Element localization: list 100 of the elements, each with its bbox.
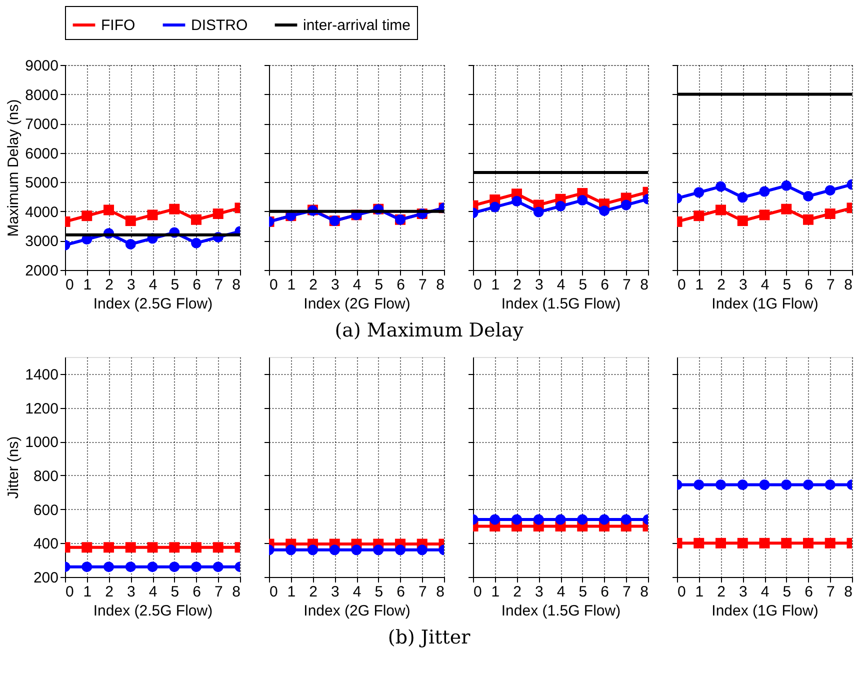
x-tick-label: 7: [418, 276, 427, 294]
x-axis-title: Index (2.5G Flow): [93, 296, 213, 312]
x-tick-label: 1: [491, 276, 500, 294]
x-axis-title: Index (1G Flow): [712, 296, 818, 312]
point: [169, 204, 180, 214]
x-tick-label: 8: [844, 584, 852, 600]
point: [716, 204, 726, 216]
y-tick-label: 200: [33, 570, 58, 586]
x-tick-label: 2: [309, 584, 318, 600]
x-tick-label: 0: [474, 276, 482, 294]
x-tick-label: 8: [436, 584, 444, 600]
y-tick-label: 9000: [25, 58, 58, 74]
y-tick-label: 5000: [25, 174, 58, 192]
x-tick-label: 7: [826, 276, 835, 294]
x-tick-label: 4: [352, 276, 362, 294]
x-tick-label: 6: [804, 276, 813, 294]
x-tick-label: 4: [148, 276, 158, 294]
x-tick-label: 3: [534, 584, 544, 600]
x-tick-label: 6: [192, 276, 201, 294]
x-tick-label: 2: [105, 276, 114, 294]
x-tick-label: 2: [717, 584, 726, 600]
x-tick-label: 7: [418, 584, 427, 600]
point: [125, 216, 136, 226]
x-tick-label: 6: [600, 584, 609, 600]
x-axis-title: Index (1.5G Flow): [501, 296, 621, 312]
point: [716, 181, 726, 192]
y-tick-label: 4000: [25, 204, 58, 221]
x-tick-label: 5: [170, 276, 180, 294]
text: (b) Jitter: [388, 626, 472, 648]
point: [191, 238, 202, 248]
legend-label: inter-arrival time: [303, 17, 411, 34]
y-tick-label: 1400: [25, 366, 58, 384]
x-tick-label: 4: [556, 584, 566, 600]
point: [694, 210, 704, 222]
point: [212, 208, 224, 220]
y-tick-label: 1000: [25, 434, 58, 452]
x-tick-label: 1: [491, 584, 500, 600]
point: [824, 208, 836, 220]
y-tick-label: 1200: [25, 400, 58, 418]
x-tick-label: 5: [578, 276, 588, 294]
x-tick-label: 5: [782, 584, 792, 600]
point: [125, 238, 136, 250]
x-tick-label: 7: [826, 584, 835, 600]
point: [803, 190, 814, 202]
point: [737, 216, 748, 226]
point: [599, 206, 610, 216]
y-axis-title: Jitter (ns): [5, 436, 22, 499]
x-tick-label: 0: [66, 276, 74, 294]
x-tick-label: 3: [330, 584, 340, 600]
x-tick-label: 1: [83, 276, 92, 294]
x-tick-label: 0: [678, 584, 686, 600]
point: [533, 206, 544, 218]
y-tick-label: 3000: [25, 233, 58, 250]
point: [737, 192, 748, 203]
x-tick-label: 7: [622, 584, 631, 600]
x-tick-label: 1: [695, 584, 704, 600]
legend-label: FIFO: [101, 17, 136, 34]
y-tick-label: 600: [33, 502, 58, 519]
x-tick-label: 7: [214, 584, 223, 600]
point: [82, 210, 92, 222]
x-tick-label: 4: [760, 276, 770, 294]
point: [781, 204, 792, 214]
x-tick-label: 0: [474, 584, 482, 600]
point: [104, 204, 114, 216]
x-tick-label: 6: [396, 276, 405, 294]
x-tick-label: 5: [578, 584, 588, 600]
x-tick-label: 2: [717, 276, 726, 294]
x-tick-label: 6: [600, 276, 609, 294]
legend-label: DISTRO: [191, 17, 248, 34]
y-tick-label: 400: [33, 536, 58, 553]
x-tick-label: 4: [760, 584, 770, 600]
x-tick-label: 3: [534, 276, 544, 294]
x-tick-label: 5: [374, 276, 384, 294]
x-tick-label: 2: [513, 584, 522, 600]
x-tick-label: 0: [678, 276, 686, 294]
x-tick-label: 8: [844, 276, 852, 294]
x-tick-label: 2: [309, 276, 318, 294]
x-tick-label: 8: [640, 276, 648, 294]
x-axis-title: Index (1.5G Flow): [501, 602, 621, 620]
point: [694, 187, 704, 198]
point: [555, 200, 566, 212]
point: [824, 185, 836, 196]
x-tick-label: 1: [83, 584, 92, 600]
point: [147, 210, 158, 220]
x-tick-label: 8: [640, 584, 648, 600]
x-tick-label: 8: [232, 584, 240, 600]
x-tick-label: 7: [214, 276, 223, 294]
point: [781, 180, 792, 191]
x-tick-label: 4: [556, 276, 566, 294]
x-tick-label: 3: [126, 584, 136, 600]
x-tick-label: 3: [738, 584, 748, 600]
x-axis-title: Index (2.5G Flow): [93, 602, 213, 620]
point: [191, 214, 202, 225]
text: (a) Maximum Delay: [334, 320, 524, 342]
x-tick-label: 8: [436, 276, 444, 294]
x-axis-title: Index (1G Flow): [712, 602, 818, 620]
point: [490, 202, 500, 212]
x-tick-label: 4: [148, 584, 158, 600]
y-tick-label: 8000: [25, 86, 58, 104]
x-axis-title: Index (2G Flow): [304, 602, 410, 620]
